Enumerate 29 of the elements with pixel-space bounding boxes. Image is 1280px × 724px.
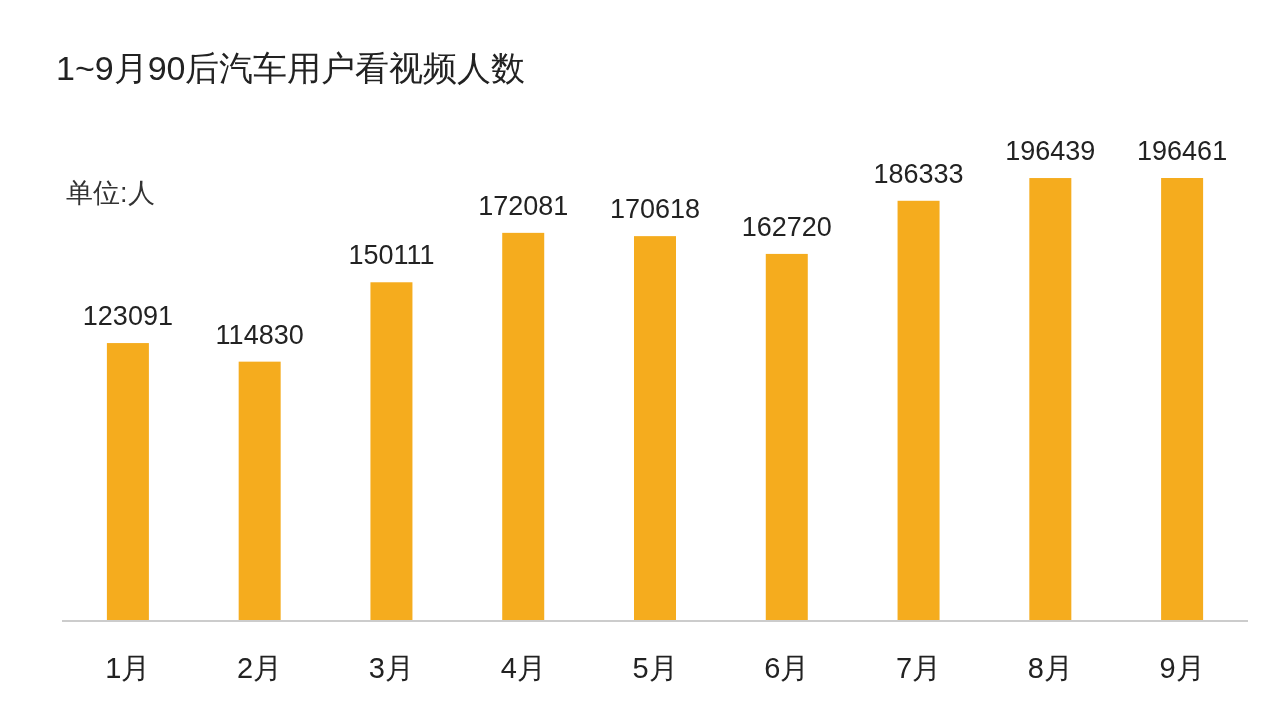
bar: [897, 200, 940, 620]
bar: [238, 361, 281, 620]
bar: [634, 236, 676, 620]
x-tick-label: 5月: [632, 652, 678, 684]
bar: [1161, 178, 1204, 620]
data-label: 186333: [873, 158, 964, 189]
x-tick-label: 2月: [237, 652, 283, 684]
x-tick-label: 1月: [105, 652, 151, 684]
chart-title: 1~9月90后汽车用户看视频人数: [56, 49, 526, 87]
data-label: 150111: [348, 240, 435, 271]
data-label: 172081: [478, 190, 569, 221]
x-tick-label: 6月: [764, 652, 810, 684]
bar: [370, 282, 413, 620]
x-tick-label: 7月: [895, 652, 942, 684]
bar: [106, 343, 149, 620]
data-label: 114830: [215, 319, 304, 350]
data-label: 170618: [609, 194, 701, 225]
annotation: 单位:人: [66, 178, 155, 208]
data-label: 123091: [82, 301, 173, 332]
data-label: 196461: [1137, 136, 1228, 166]
bar: [502, 232, 545, 620]
x-tick-label: 9月: [1159, 652, 1205, 684]
x-tick-label: 8月: [1027, 652, 1073, 684]
x-tick-label: 4月: [500, 652, 546, 684]
bar: [1029, 178, 1072, 620]
data-label: 162720: [741, 211, 832, 242]
x-tick-label: 3月: [368, 652, 415, 684]
bar: [765, 253, 808, 620]
data-label: 196439: [1005, 136, 1096, 167]
